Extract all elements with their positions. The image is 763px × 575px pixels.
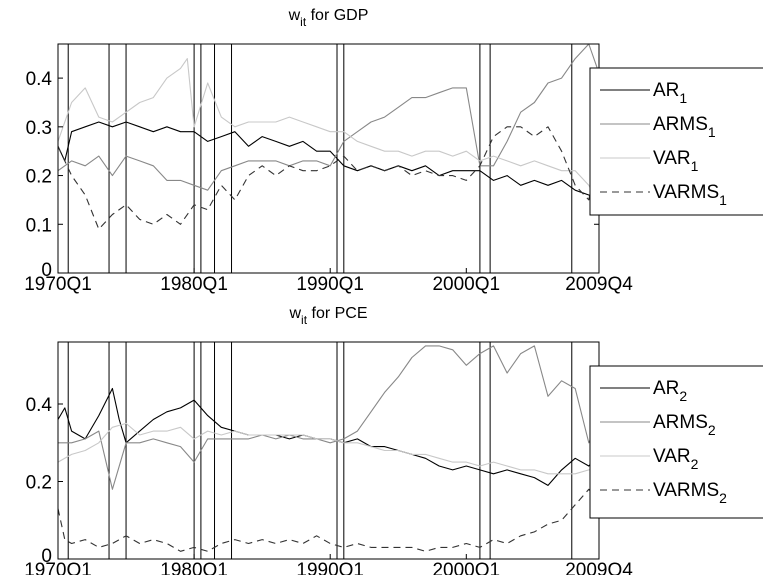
chart1-legend-label-1: ARMS1 [653,114,716,140]
chart1-series-varms1-line [57,126,600,230]
chart2-series-var2-line [57,422,600,475]
chart1-x-tick-label-4: 2009Q4 [565,274,633,295]
chart2-x-tick-label-1: 1980Q1 [160,560,228,575]
chart2-y-tick-label-2: 0.4 [26,395,53,416]
chart1-y-tick-label-4: 0.4 [26,69,53,90]
chart1-legend-label-3: VARMS1 [653,182,727,208]
chart1-axes-box [57,43,600,274]
chart1-legend [589,67,763,216]
chart1-legend-label-0: AR1 [653,80,687,106]
chart1-series-arms1-line [57,43,600,191]
chart2-x-tick-label-4: 2009Q4 [565,560,633,575]
chart2-legend-label-3: VARMS2 [653,480,727,506]
chart2-x-tick-label-2: 1990Q1 [296,560,364,575]
chart2-legend [589,365,763,519]
chart2-series-varms2-line [57,488,600,552]
chart1-title: wit for GDP [288,7,369,29]
chart1-y-tick-label-0: 0 [41,260,52,281]
chart1-y-tick-label-3: 0.3 [26,118,52,139]
chart1-x-tick-label-3: 2000Q1 [432,274,500,295]
chart2-y-tick-label-1: 0.2 [26,473,52,494]
chart1-series-var1-line [57,58,600,206]
chart1-x-tick-label-2: 1990Q1 [296,274,364,295]
chart2-legend-label-0: AR2 [653,378,687,404]
chart1-x-tick-label-1: 1980Q1 [160,274,228,295]
chart2-series-ar2-line [57,387,600,486]
chart1-series-ar1-line [57,121,600,201]
chart1-y-tick-label-2: 0.2 [26,167,52,188]
chart2-legend-label-1: ARMS2 [653,412,716,438]
chart2-y-tick-label-0: 0 [41,546,52,567]
chart2-x-tick-label-0: 1970Q1 [24,560,92,575]
chart1-legend-label-2: VAR1 [653,148,699,174]
chart2-axes-box [57,341,600,560]
chart2-title: wit for PCE [288,305,367,327]
chart2-series-arms2-line [58,345,600,490]
chart2-legend-label-2: VAR2 [653,446,699,472]
chart1-x-tick-label-0: 1970Q1 [24,274,92,295]
chart2-x-tick-label-3: 2000Q1 [432,560,500,575]
chart1-y-tick-label-1: 0.1 [26,215,52,236]
